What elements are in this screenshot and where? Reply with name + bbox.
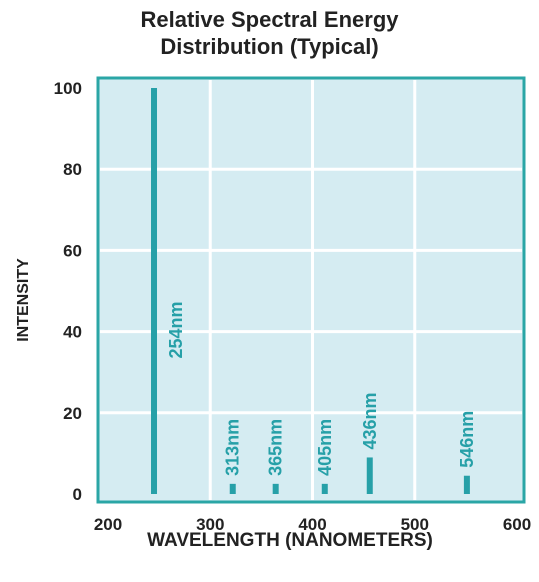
bar-365nm	[272, 483, 279, 494]
data-label-365nm: 365nm	[266, 419, 286, 476]
data-label-546nm: 546nm	[457, 411, 477, 468]
chart-title-line-2: Distribution (Typical)	[160, 34, 379, 59]
y-tick-60: 60	[63, 241, 82, 260]
x-tick-labels: 200 300 400 500 600	[94, 515, 531, 534]
y-tick-labels: 0 20 40 60 80 100	[54, 79, 82, 504]
x-tick-400: 400	[298, 515, 326, 534]
y-tick-20: 20	[63, 404, 82, 423]
x-tick-200: 200	[94, 515, 122, 534]
bar-405nm	[321, 483, 328, 494]
bars-group	[151, 88, 470, 494]
y-axis-label: INTENSITY	[15, 258, 32, 342]
x-tick-300: 300	[196, 515, 224, 534]
x-tick-500: 500	[401, 515, 429, 534]
bar-546nm	[463, 475, 470, 494]
data-label-254nm: 254nm	[166, 301, 186, 358]
y-tick-40: 40	[63, 323, 82, 342]
data-label-436nm: 436nm	[360, 392, 380, 449]
y-tick-0: 0	[73, 485, 82, 504]
x-axis-label: WAVELENGTH (NANOMETERS)	[147, 530, 433, 551]
x-tick-600: 600	[503, 515, 531, 534]
chart-title: Relative Spectral Energy Distribution (T…	[0, 6, 539, 60]
y-tick-100: 100	[54, 79, 82, 98]
y-tick-80: 80	[63, 160, 82, 179]
data-labels-group: 254nm 313nm 365nm 405nm 436nm 546nm	[166, 301, 477, 475]
bar-254nm	[151, 88, 158, 494]
data-label-313nm: 313nm	[223, 419, 243, 476]
chart-title-line-1: Relative Spectral Energy	[140, 7, 399, 32]
grid-lines	[100, 80, 522, 500]
bar-313nm	[229, 483, 236, 494]
data-label-405nm: 405nm	[315, 419, 335, 476]
bar-436nm	[366, 457, 373, 494]
